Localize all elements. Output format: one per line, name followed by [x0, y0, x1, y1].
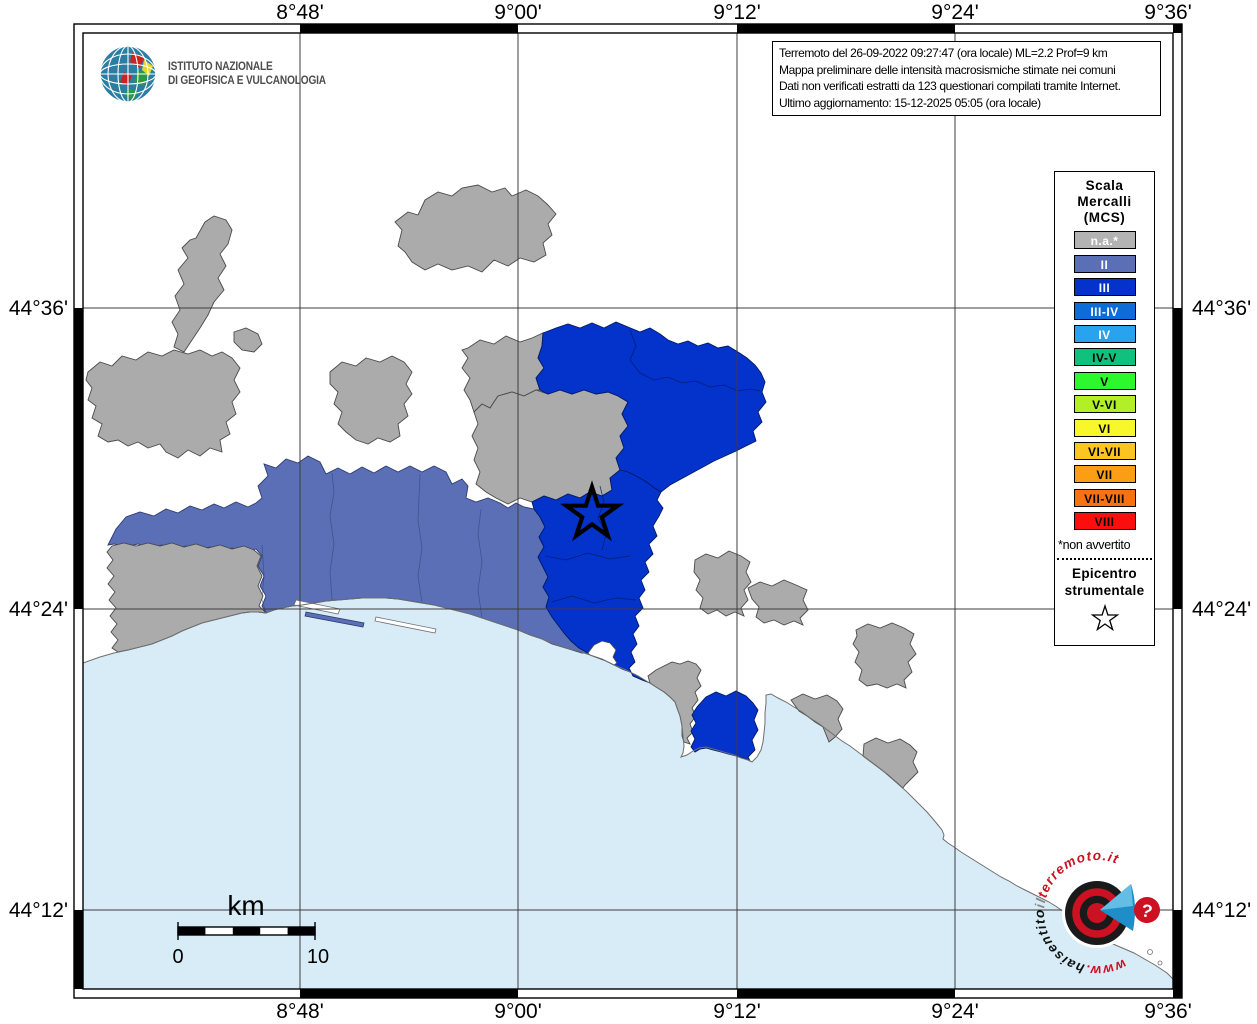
legend-chip-vi-vii: VI-VII [1073, 441, 1136, 460]
map-frame [73, 23, 1183, 999]
lon-label-bottom: 9°12' [713, 1000, 760, 1023]
question-mark: ? [1139, 900, 1154, 922]
municipalities-not-felt [85, 184, 557, 459]
municipality-borders-ii [261, 472, 483, 619]
harbor-structures [293, 599, 437, 634]
ingv-logo: ISTITUTO NAZIONALE DI GEOFISICA E VULCAN… [98, 44, 347, 104]
municipality-shape [852, 622, 917, 689]
municipality-shape [233, 327, 263, 353]
legend-chip-vii: VII [1073, 465, 1136, 484]
lon-label-top: 9°24' [931, 1, 978, 24]
scale-bar-start: 0 [172, 946, 183, 968]
legend-epicenter-label: strumentale [1064, 583, 1145, 599]
legend-chip-vi: VI [1073, 418, 1136, 437]
lon-label-bottom: 9°24' [931, 1000, 978, 1023]
map-layers: km 0 10 ? www.haisentito [83, 33, 1173, 989]
municipality-shape [471, 389, 629, 505]
ingv-globe-icon [99, 45, 157, 103]
info-line-data-source: Dati non verificati estratti da 123 ques… [779, 79, 1121, 93]
scale-bar: km 0 10 [172, 890, 329, 968]
legend-chip-na: n.a.* [1073, 231, 1136, 250]
legend-chip-iv-v: IV-V [1073, 348, 1136, 367]
lat-label-right: 44°36' [1192, 297, 1251, 320]
municipality-borders-iii [544, 485, 637, 604]
scale-bar-end: 10 [307, 946, 329, 968]
legend-divider [1057, 558, 1152, 561]
harbor-quay [293, 599, 341, 615]
legend-chip-v-vi: V-VI [1073, 395, 1136, 414]
legend-epicenter-label: Epicentro [1072, 566, 1137, 582]
axis-labels: 8°48' 9°00' 9°12' 9°24' 9°36' 8°48' 9°00… [9, 1, 1251, 1023]
municipality-shape [171, 215, 233, 353]
lat-label-left: 44°12' [9, 899, 68, 922]
lon-label-bottom: 9°36' [1144, 1000, 1191, 1023]
lon-label-top: 9°36' [1144, 1, 1191, 24]
legend-chip-iii-iv: III-IV [1073, 301, 1136, 320]
legend-footnote: *non avvertito [1058, 538, 1131, 553]
lon-label-bottom: 9°00' [494, 1000, 541, 1023]
legend-chip-iv: IV [1073, 324, 1136, 343]
info-line-map-type: Mappa preliminare delle intensità macros… [779, 62, 1116, 77]
logo-question-badge: ? [1134, 897, 1160, 923]
info-line-updated: Ultimo aggiornamento: 15-12-2025 05:05 (… [779, 95, 1041, 110]
municipality-shape [747, 579, 809, 626]
legend-title: (MCS) [1083, 210, 1126, 225]
harbor-breakwater [374, 616, 437, 634]
ingv-name-line2: DI GEOFISICA E VULCANOLOGIA [168, 75, 326, 87]
legend-chip-iii: III [1073, 278, 1136, 297]
municipality-region-iii-north [535, 321, 767, 493]
legend-chip-ii: II [1073, 254, 1136, 273]
islet [1157, 960, 1163, 966]
scale-bar-unit: km [227, 890, 264, 921]
epicenter-star-icon [559, 480, 625, 542]
municipality-borders-iii [629, 329, 761, 392]
ingv-name-line1: ISTITUTO NAZIONALE [168, 61, 273, 73]
lat-label-right: 44°24' [1192, 598, 1251, 621]
earthquake-info-box: Terremoto del 26-09-2022 09:27:47 (ora l… [772, 41, 1161, 116]
lon-label-top: 9°12' [713, 1, 760, 24]
islets [1147, 949, 1163, 966]
municipality-shape [394, 184, 557, 273]
lon-label-top: 9°00' [494, 1, 541, 24]
graticule-grid [83, 33, 1173, 989]
frame-band-segments [74, 24, 1182, 998]
coastline [83, 597, 1173, 980]
legend-chip-viii: VIII [1073, 512, 1136, 531]
sea-polygon [83, 598, 1173, 989]
lon-label-top: 8°48' [276, 1, 323, 24]
legend-chip-v: V [1073, 371, 1136, 390]
municipality-region-iii-epicentral [531, 469, 664, 684]
lat-label-left: 44°36' [9, 297, 68, 320]
harbor-breakwater [304, 611, 365, 628]
intensity-legend: Scala Mercalli (MCS) n.a.* II III III-IV… [1054, 171, 1155, 646]
lat-label-left: 44°24' [9, 598, 68, 621]
legend-chip-vii-viii: VII-VIII [1073, 488, 1136, 507]
logo-bullseye-center [1087, 903, 1107, 923]
question-circle-icon [1134, 897, 1160, 923]
municipality-region-iii-rapallo [690, 690, 759, 763]
municipality-shape [693, 550, 752, 617]
lat-label-right: 44°12' [1192, 899, 1251, 922]
legend-title: Scala [1085, 178, 1124, 193]
logo-megaphone-highlight [1100, 884, 1133, 910]
islet [1147, 949, 1153, 955]
municipality-shape [85, 349, 241, 459]
municipality-shape [329, 355, 413, 445]
legend-title: Mercalli [1077, 194, 1132, 209]
info-line-event: Terremoto del 26-09-2022 09:27:47 (ora l… [779, 46, 1108, 60]
lon-label-bottom: 8°48' [276, 1000, 323, 1023]
legend-epicenter-star-icon [1090, 603, 1119, 632]
